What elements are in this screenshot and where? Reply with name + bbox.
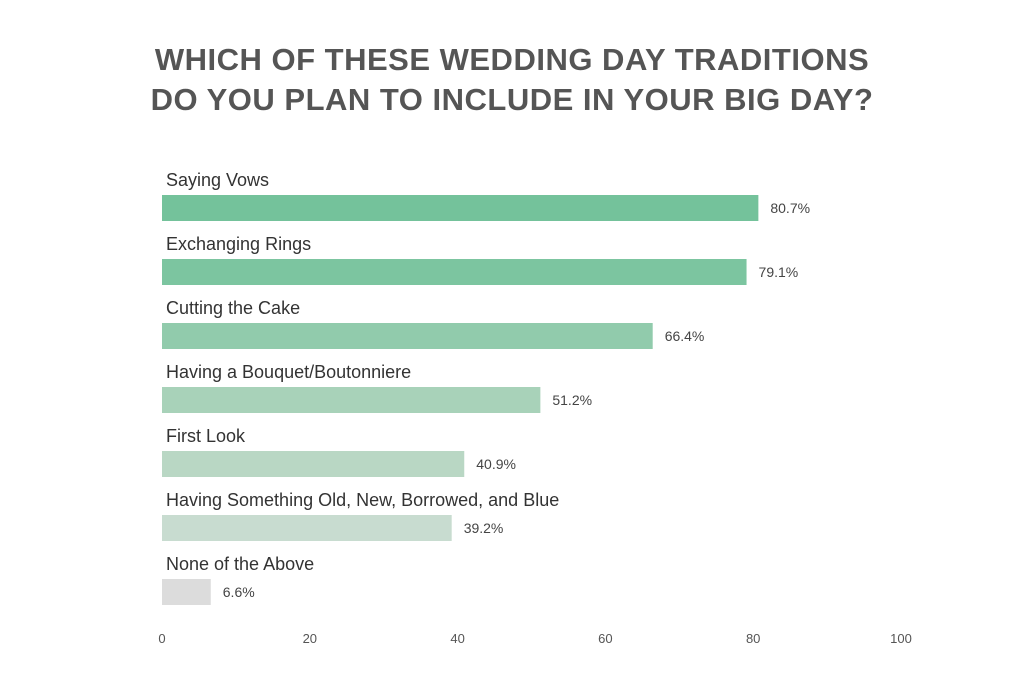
bar: [162, 259, 747, 285]
category-label: Having Something Old, New, Borrowed, and…: [166, 490, 559, 510]
bar: [162, 323, 653, 349]
chart-title-line-2: DO YOU PLAN TO INCLUDE IN YOUR BIG DAY?: [150, 82, 874, 117]
category-label: Saying Vows: [166, 170, 269, 190]
bar: [162, 195, 759, 221]
bar: [162, 515, 452, 541]
x-tick-label: 20: [303, 631, 317, 646]
category-label: Exchanging Rings: [166, 234, 311, 254]
value-label: 80.7%: [770, 200, 810, 216]
x-tick-label: 100: [890, 631, 912, 646]
bar: [162, 451, 465, 477]
chart-title-line-1: WHICH OF THESE WEDDING DAY TRADITIONS: [154, 42, 870, 77]
category-label: None of the Above: [166, 554, 314, 574]
x-tick-label: 60: [598, 631, 612, 646]
category-label: Cutting the Cake: [166, 298, 300, 318]
x-tick-label: 40: [450, 631, 464, 646]
bar: [162, 387, 541, 413]
category-label: Having a Bouquet/Boutonniere: [166, 362, 411, 382]
value-label: 79.1%: [759, 264, 799, 280]
value-label: 66.4%: [665, 328, 705, 344]
value-label: 40.9%: [476, 456, 516, 472]
bar: [162, 579, 211, 605]
value-label: 39.2%: [464, 520, 504, 536]
category-label: First Look: [166, 426, 246, 446]
x-tick-label: 0: [158, 631, 165, 646]
chart-title: WHICH OF THESE WEDDING DAY TRADITIONS DO…: [0, 40, 1024, 120]
value-label: 51.2%: [552, 392, 592, 408]
value-label: 6.6%: [223, 584, 255, 600]
x-tick-label: 80: [746, 631, 760, 646]
